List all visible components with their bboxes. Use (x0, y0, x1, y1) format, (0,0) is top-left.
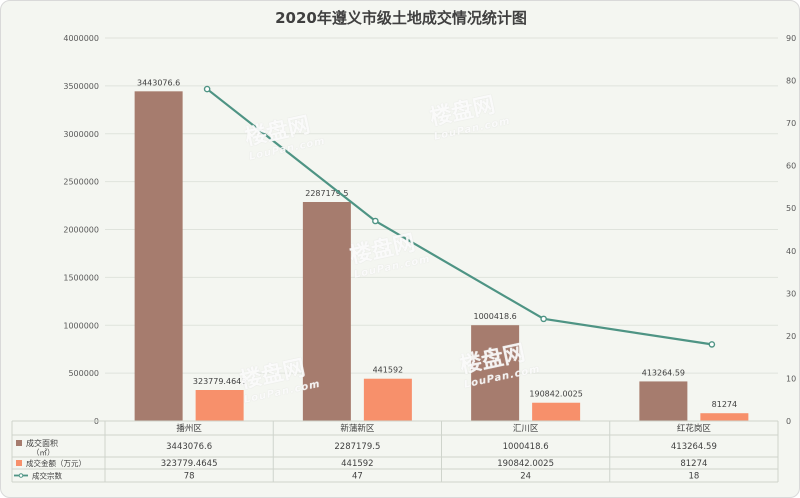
x-tick-label: 红花岗区 (677, 423, 712, 434)
line-point (708, 341, 716, 348)
table-cell: 3443076.6 (166, 442, 212, 452)
data-label: 1000418.6 (473, 312, 516, 321)
data-label: 2287179.5 (305, 189, 348, 198)
bar (471, 325, 520, 421)
table-cell: 441592 (341, 459, 373, 469)
x-tick-label: 汇川区 (513, 424, 539, 434)
table-cell: 81274 (680, 459, 707, 469)
data-label: 413264.59 (642, 368, 685, 377)
bar (195, 389, 244, 421)
y-left-tick-label: 1000000 (63, 321, 99, 330)
data-label: 81274 (712, 400, 737, 409)
y-left-tick-label: 4000000 (63, 34, 99, 43)
y-right-tick-label: 90 (786, 34, 796, 43)
table-cell: 24 (520, 472, 531, 482)
chart-title: 2020年遵义市级土地成交情况统计图 (275, 9, 527, 27)
table-cell: 47 (352, 472, 363, 482)
y-left-tick-label: 3500000 (63, 82, 99, 91)
bar (363, 378, 412, 421)
table-cell: 1000418.6 (503, 442, 549, 452)
legend-label: 成交金额（万元） (26, 458, 86, 468)
y-left-tick-label: 500000 (68, 369, 99, 378)
y-left-tick-label: 3000000 (63, 130, 99, 139)
legend-label: 成交宗数 (32, 471, 62, 481)
y-left-tick-label: 2500000 (63, 178, 99, 187)
legend-swatch (16, 460, 22, 466)
table-cell: 18 (688, 472, 699, 482)
data-label: 3443076.6 (137, 78, 180, 87)
y-left-tick-label: 2000000 (63, 226, 99, 235)
y-right-tick-label: 80 (786, 77, 796, 86)
bar (134, 91, 183, 422)
line-point (203, 85, 211, 93)
y-right-tick-label: 30 (786, 289, 796, 298)
bar (532, 402, 581, 421)
table-cell: 190842.0025 (497, 459, 554, 469)
data-label: 441592 (373, 366, 404, 375)
data-label: 323779.4645 (193, 377, 246, 386)
legend-swatch (16, 440, 22, 446)
y-right-tick-label: 70 (786, 119, 796, 128)
table-cell: 2287179.5 (334, 442, 380, 452)
line-point (372, 217, 379, 225)
line-series-path (206, 88, 713, 346)
y-right-tick-label: 20 (786, 332, 796, 341)
table-cell: 323779.4645 (161, 459, 218, 469)
y-right-tick-label: 60 (786, 162, 796, 171)
bar (700, 413, 749, 421)
y-right-tick-label: 40 (786, 247, 796, 256)
table-cell: 78 (184, 472, 195, 482)
legend-label: 成交面积 (26, 438, 58, 448)
legend-label-unit: （㎡） (32, 448, 55, 457)
bar (639, 381, 688, 421)
y-right-tick-label: 0 (786, 417, 791, 426)
y-right-tick-label: 10 (786, 374, 796, 383)
y-left-tick-label: 1500000 (63, 273, 99, 282)
legend-line-marker (18, 473, 24, 478)
x-tick-label: 播州区 (176, 423, 202, 434)
data-label: 190842.0025 (529, 390, 582, 399)
line-point (540, 315, 547, 323)
x-tick-label: 新蒲新区 (340, 423, 375, 434)
table-cell: 413264.59 (671, 442, 717, 452)
bar (302, 202, 351, 421)
y-right-tick-label: 50 (786, 204, 796, 213)
